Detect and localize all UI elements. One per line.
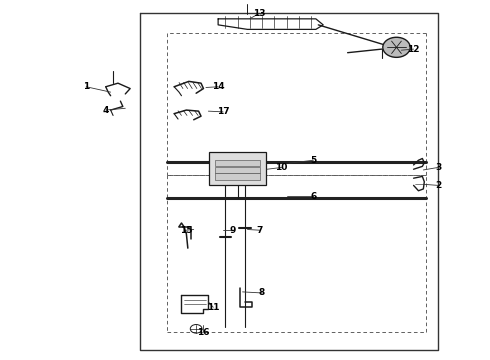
- Text: 11: 11: [207, 303, 220, 312]
- Text: 9: 9: [230, 226, 236, 235]
- Text: 17: 17: [217, 107, 229, 116]
- Text: 10: 10: [275, 163, 288, 172]
- Text: 12: 12: [407, 45, 420, 54]
- Text: 13: 13: [253, 9, 266, 18]
- FancyBboxPatch shape: [215, 173, 260, 180]
- Text: 1: 1: [83, 82, 89, 91]
- FancyBboxPatch shape: [215, 167, 260, 173]
- Text: 14: 14: [212, 82, 224, 91]
- Text: 5: 5: [310, 156, 317, 165]
- FancyBboxPatch shape: [209, 152, 266, 185]
- FancyBboxPatch shape: [215, 160, 260, 166]
- Text: 4: 4: [102, 105, 109, 114]
- Text: 7: 7: [256, 226, 263, 235]
- Text: 15: 15: [180, 226, 193, 235]
- Text: 16: 16: [197, 328, 210, 337]
- Text: 6: 6: [310, 192, 317, 201]
- Circle shape: [383, 37, 410, 57]
- Text: 3: 3: [435, 163, 441, 172]
- Text: 2: 2: [435, 181, 441, 190]
- Text: 8: 8: [259, 288, 265, 297]
